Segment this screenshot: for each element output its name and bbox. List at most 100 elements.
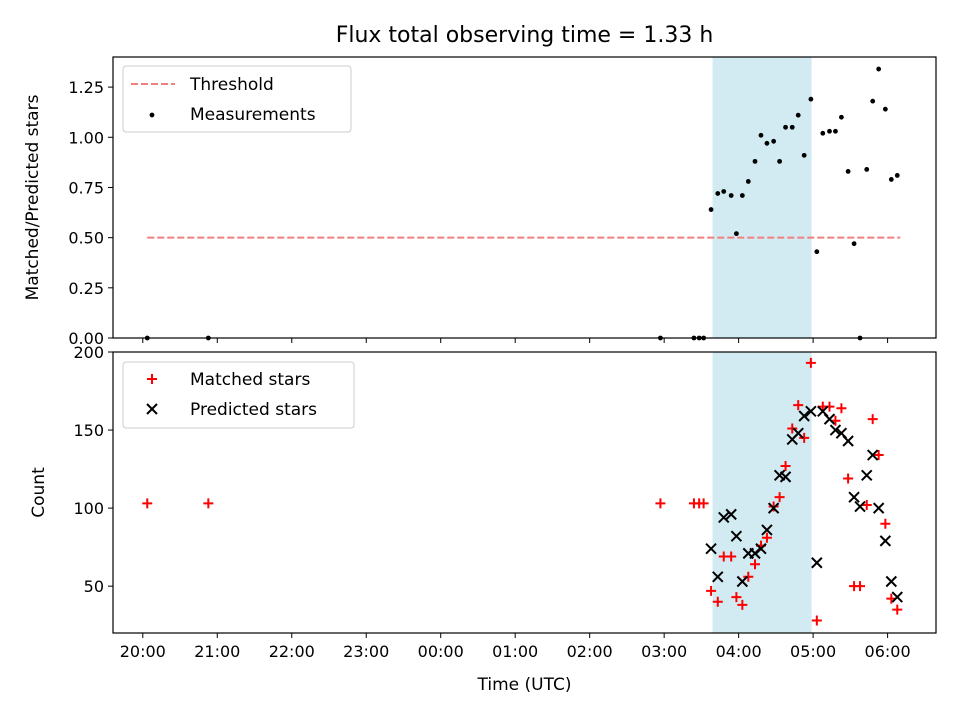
matched-star-point [873, 450, 884, 461]
x-axis-label: Time (UTC) [477, 675, 572, 695]
predicted-star-point [842, 435, 854, 447]
observing-window-span [712, 57, 812, 338]
measurement-point [771, 138, 777, 144]
measurement-point [851, 241, 857, 247]
measurement-point [752, 158, 758, 164]
x-tick-label: 06:00 [865, 642, 911, 661]
legend-bottom-box [122, 361, 355, 429]
matched-star-point [706, 585, 717, 596]
measurement-point [820, 130, 826, 136]
predicted-star-point [725, 508, 737, 521]
measurement-point [894, 173, 900, 178]
x-tick-label: 20:00 [120, 642, 166, 661]
measurement-point [845, 169, 851, 174]
matched-star-point [712, 596, 723, 607]
legend-threshold-label: Threshold [189, 75, 274, 95]
measurement-point [795, 112, 801, 118]
predicted-star-point [755, 542, 767, 555]
y-tick-label: 200 [73, 343, 104, 362]
matched-star-point [761, 532, 772, 543]
y-tick-label: 0.25 [68, 279, 104, 298]
matched-star-point [787, 423, 798, 434]
y-tick-label: 0.50 [68, 229, 104, 248]
x-tick-label: 22:00 [269, 642, 315, 661]
legend-measurements-swatch [149, 112, 155, 118]
top-panel-frame [112, 56, 937, 339]
matched-star-point [880, 518, 891, 529]
measurement-point [715, 191, 721, 196]
legend-measurements-label: Measurements [190, 105, 316, 125]
y-tick-label: 150 [73, 421, 104, 440]
predicted-star-point [891, 591, 903, 603]
bottom-panel-counts: 50 100 150 200 20:00 21:00 22:00 23:00 00:00 01:… [29, 343, 937, 695]
predicted-star-point [811, 557, 823, 569]
predicted-star-point [805, 405, 817, 418]
x-tick-label: 01:00 [492, 642, 538, 661]
matched-star-point [855, 581, 866, 592]
legend-matched-swatch [147, 374, 157, 384]
measurement-point [833, 128, 838, 134]
matched-star-point [867, 414, 878, 425]
x-tick-label: 21:00 [194, 642, 240, 661]
legend-top: Threshold Measurements [122, 65, 352, 133]
measurement-point [864, 167, 870, 172]
measurement-point [708, 207, 714, 212]
y-axis-label-count: Count [29, 467, 49, 518]
bottom-panel-y-ticks: 50 100 150 200 [73, 343, 113, 596]
predicted-marker [146, 403, 158, 415]
predicted-star-point [767, 502, 780, 514]
matched-star-point [793, 400, 804, 411]
legend-predicted-label: Predicted stars [190, 400, 317, 420]
matched-star-point [743, 571, 754, 582]
y-tick-label: 1.00 [68, 128, 104, 147]
x-tick-label: 03:00 [641, 642, 687, 661]
measurement-point [777, 158, 782, 164]
measurement-point [721, 189, 727, 194]
legend-bottom: Matched stars Predicted stars [122, 361, 355, 429]
predicted-star-point [730, 530, 743, 542]
y-tick-label: 0.75 [68, 178, 104, 197]
measurement-point [789, 124, 795, 130]
x-tick-label: 23:00 [343, 642, 389, 661]
bottom-panel-x-ticks: 20:00 21:00 22:00 23:00 00:00 01:00 02:00 03:00… [120, 633, 911, 661]
observing-window-span [712, 352, 812, 633]
predicted-star-point [872, 502, 885, 514]
measurement-point [808, 96, 814, 102]
measurement-point [764, 140, 770, 146]
predicted-star-point [798, 410, 810, 422]
matched-star-point [203, 498, 214, 509]
matched-star-point [836, 403, 847, 414]
y-tick-label: 50 [84, 577, 104, 596]
predicted-star-point [885, 575, 898, 588]
x-tick-label: 00:00 [418, 642, 464, 661]
measurement-point [783, 124, 788, 130]
matched-marker [147, 374, 157, 384]
measurement-point [876, 66, 882, 72]
measurement-point [739, 193, 745, 198]
legend-top-box [122, 65, 352, 133]
y-tick-label: 0.00 [68, 329, 104, 348]
predicted-star-point [779, 471, 792, 483]
matched-star-point [892, 604, 903, 615]
x-tick-label: 04:00 [716, 642, 762, 661]
measurement-point [733, 231, 739, 237]
bottom-panel-marks [142, 357, 903, 626]
measurement-point [827, 128, 832, 134]
matched-star-point [861, 499, 872, 510]
matched-star-point [811, 615, 822, 626]
predicted-star-point [712, 571, 724, 583]
top-panel-ratio: 0.00 0.25 0.50 0.75 1.00 1.25 Matched/Predict… [23, 56, 937, 348]
measurement-point [839, 114, 844, 120]
top-panel-x-ticks [142, 338, 889, 343]
x-tick-label: 05:00 [790, 642, 836, 661]
chart-title: Flux total observing time = 1.33 h [336, 23, 714, 48]
y-tick-label: 1.25 [68, 78, 104, 97]
predicted-star-point [829, 424, 842, 436]
measurement-point [870, 98, 876, 104]
predicted-star-point [879, 535, 892, 547]
predicted-star-point [736, 575, 749, 588]
matched-star-point [774, 492, 785, 503]
predicted-star-point [792, 427, 804, 439]
matched-star-point [655, 498, 666, 509]
